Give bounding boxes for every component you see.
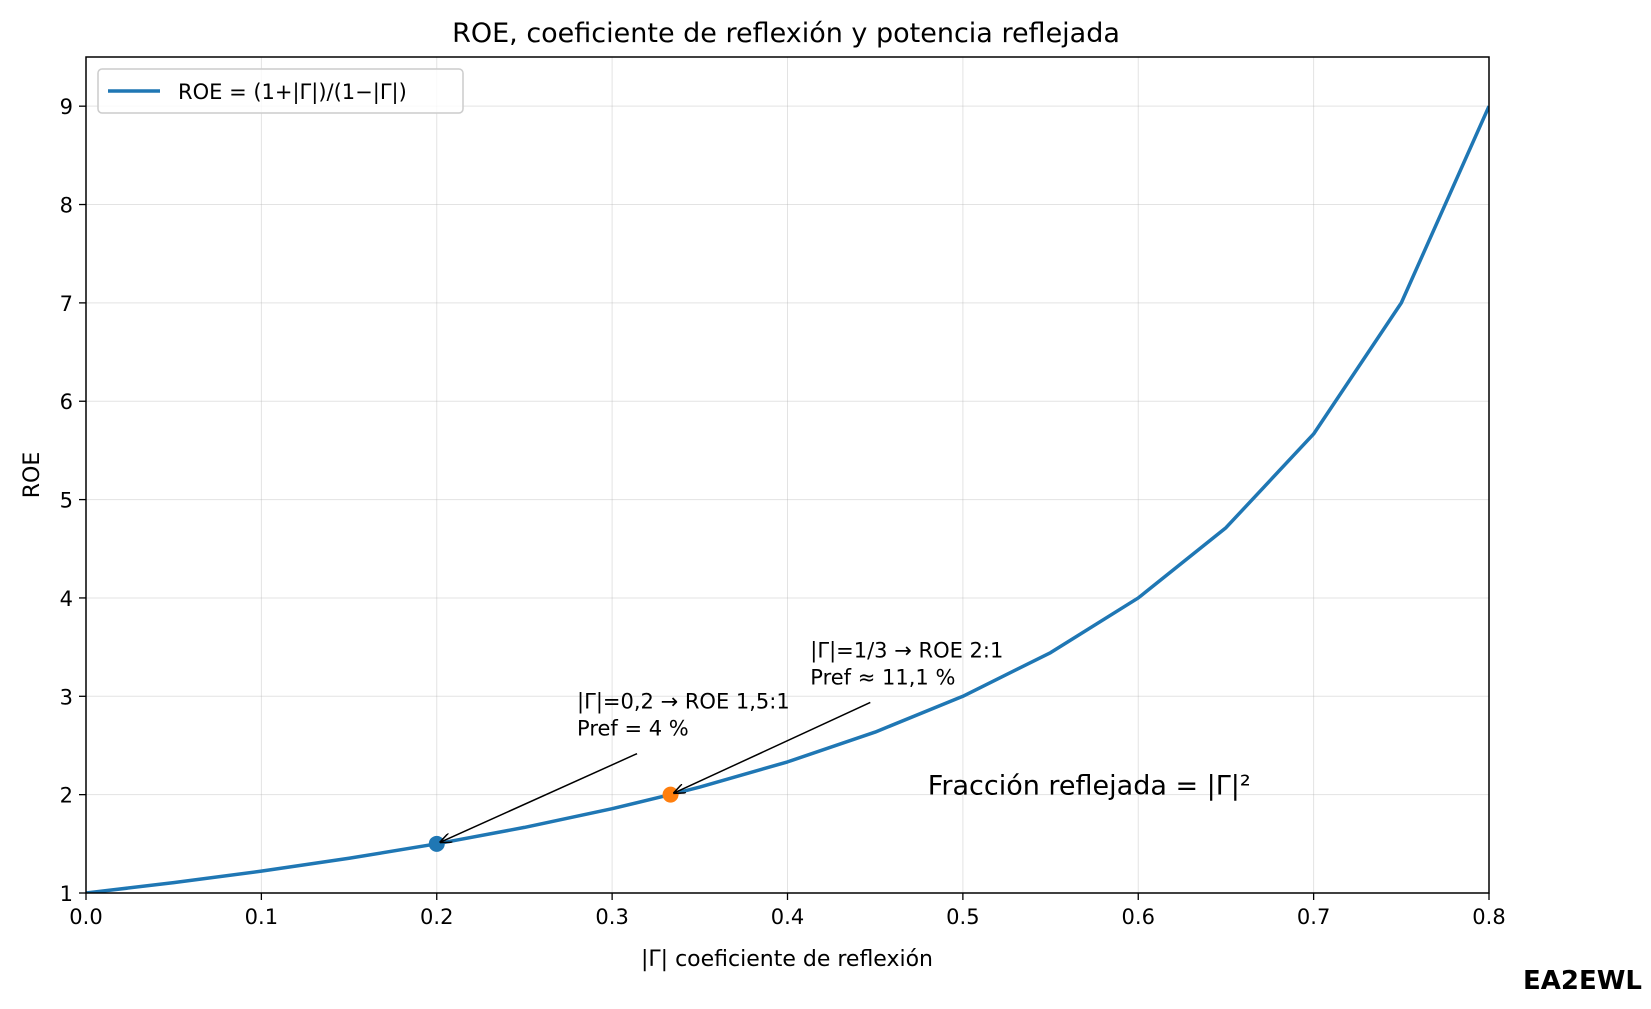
signature: EA2EWL [1523, 966, 1642, 996]
y-tick-label: 9 [60, 95, 73, 119]
y-tick-label: 3 [60, 685, 73, 709]
series-line [86, 105, 1489, 893]
x-tick-label: 0.0 [69, 905, 102, 929]
legend-entry: ROE = (1+|Γ|)/(1−|Γ|) [178, 80, 407, 105]
y-axis-ticks: 1 2 3 4 5 6 7 8 9 [60, 95, 86, 906]
annotation-text: |Γ|=0,2 → ROE 1,5:1 [577, 690, 790, 715]
grid [85, 57, 1490, 894]
y-tick-label: 5 [60, 489, 73, 513]
x-tick-label: 0.1 [245, 905, 278, 929]
series-layer [86, 105, 1489, 893]
y-tick-label: 6 [60, 390, 73, 414]
annotation-text: |Γ|=1/3 → ROE 2:1 [810, 638, 1003, 663]
x-axis-label: |Γ| coeficiente de reflexión [641, 947, 933, 972]
chart-title: ROE, coeficiente de reflexión y potencia… [452, 18, 1120, 49]
x-axis-ticks: 0.0 0.1 0.2 0.3 0.4 0.5 0.6 0.7 0.8 [69, 893, 1506, 929]
y-tick-label: 1 [60, 882, 73, 906]
points-layer [428, 786, 679, 852]
x-tick-label: 0.7 [1297, 905, 1330, 929]
y-tick-label: 2 [60, 784, 73, 808]
marker-point [662, 786, 679, 803]
legend-box [97, 68, 464, 114]
x-tick-label: 0.5 [946, 905, 979, 929]
x-tick-label: 0.3 [595, 905, 628, 929]
x-tick-label: 0.8 [1472, 905, 1505, 929]
annotation-arrow [674, 701, 871, 792]
legend: ROE = (1+|Γ|)/(1−|Γ|) [97, 68, 464, 114]
x-tick-label: 0.2 [420, 905, 453, 929]
y-tick-label: 7 [60, 292, 73, 316]
annotation-text: Pref = 4 % [577, 717, 689, 741]
annotation-text: Pref ≈ 11,1 % [810, 665, 955, 689]
annotation-arrow [440, 752, 638, 843]
y-axis-label: ROE [20, 452, 45, 499]
note-text: Fracción reflejada = |Γ|² [928, 771, 1251, 802]
marker-point [428, 835, 445, 852]
y-tick-label: 8 [60, 194, 73, 218]
x-tick-label: 0.6 [1122, 905, 1155, 929]
x-tick-label: 0.4 [771, 905, 804, 929]
y-tick-label: 4 [60, 587, 73, 611]
